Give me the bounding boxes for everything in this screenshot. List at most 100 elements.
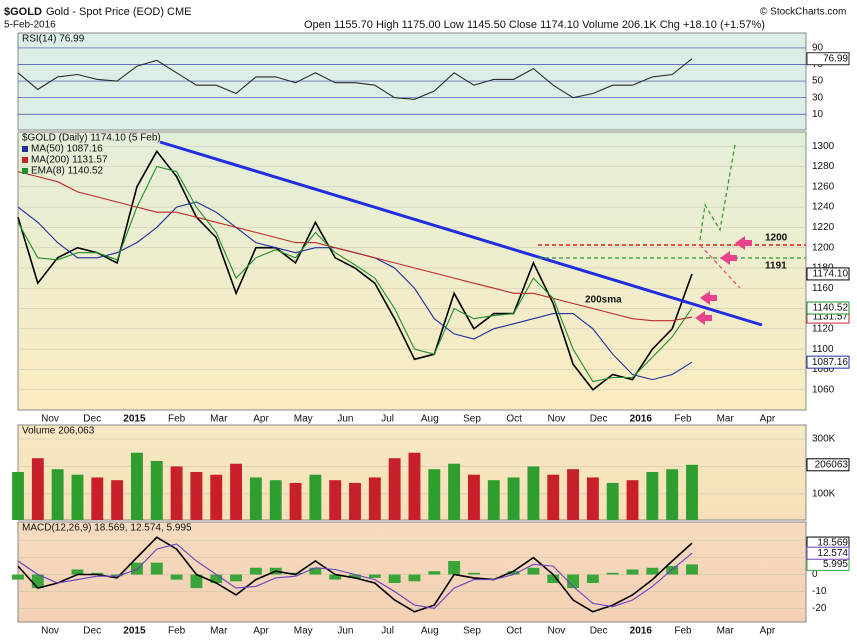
bar — [12, 574, 24, 580]
bar — [210, 574, 223, 584]
bar — [567, 574, 580, 589]
bar — [368, 574, 381, 578]
bar — [309, 567, 322, 575]
y-tick-label: -10 — [812, 586, 827, 597]
y-tick-label: 1220 — [812, 222, 835, 233]
value-tag — [806, 52, 850, 66]
y-tick-label: 1100 — [812, 344, 834, 355]
value-tag — [806, 355, 850, 369]
x-tick-label: Apr — [760, 626, 776, 637]
x-tick-label: Mar — [717, 626, 735, 637]
x-tick-label: 2015 — [123, 414, 146, 425]
y-tick-label: 1120 — [812, 323, 834, 334]
bar — [408, 574, 421, 582]
bar — [388, 458, 401, 520]
bar — [448, 463, 461, 520]
bar — [31, 574, 44, 589]
arrow — [695, 311, 712, 325]
x-tick-label: Mar — [210, 414, 228, 425]
value-tag-label: 1174.10 — [813, 269, 849, 280]
bar — [467, 572, 480, 575]
date: 5-Feb-2016 — [4, 20, 56, 31]
bar — [31, 458, 44, 520]
value-tag — [806, 267, 850, 281]
panel-title: $GOLD (Daily) 1174.10 (5 Feb) — [22, 133, 161, 144]
bar — [448, 560, 461, 575]
bar — [686, 564, 698, 575]
symbol: $GOLD — [4, 6, 42, 18]
value-tag — [806, 301, 850, 315]
bar — [547, 574, 560, 584]
bar — [111, 574, 124, 577]
bar — [170, 574, 183, 580]
y-tick-label: 1260 — [812, 181, 835, 192]
x-tick-label: Sep — [463, 626, 481, 637]
plots: 1030507090RSI(14) 76.9976.99106010801100… — [12, 34, 850, 637]
bar — [646, 567, 659, 575]
legend-swatch — [22, 168, 28, 174]
price-panel — [17, 131, 807, 411]
bar — [547, 474, 560, 520]
bar — [190, 471, 203, 520]
bar — [91, 477, 104, 520]
value-tag-label: 76.99 — [823, 53, 848, 64]
x-tick-label: Oct — [506, 414, 522, 425]
value-tag-label: 1087.16 — [812, 357, 849, 368]
x-tick-label: 2015 — [123, 626, 146, 637]
value-tag-label: 5.995 — [823, 559, 848, 570]
bar — [626, 480, 639, 520]
rsi-panel — [17, 32, 807, 131]
x-tick-label: Dec — [83, 414, 101, 425]
projection-down — [699, 244, 741, 289]
x-tick-label: Jul — [381, 414, 394, 425]
legend-entry: EMA(8) 1140.52 — [31, 166, 104, 177]
bar — [606, 482, 619, 520]
value-tag-label: 12.574 — [817, 548, 848, 559]
x-tick-label: May — [294, 414, 313, 425]
bar — [230, 574, 243, 582]
bar — [71, 474, 84, 520]
series-line — [17, 171, 693, 322]
panel-title: RSI(14) 76.99 — [22, 34, 85, 45]
y-tick-label: 1080 — [812, 364, 835, 375]
bar — [111, 480, 124, 520]
x-tick-label: Nov — [41, 414, 59, 425]
bar — [130, 562, 143, 575]
bar — [408, 452, 421, 520]
bar — [329, 480, 342, 520]
bar — [91, 572, 104, 575]
series-line — [17, 149, 693, 391]
legend-swatch — [22, 146, 28, 152]
arrow — [720, 251, 737, 265]
bar — [170, 466, 183, 520]
bar — [586, 477, 599, 520]
series-line — [17, 58, 693, 100]
bar — [368, 477, 381, 520]
bar — [71, 569, 84, 575]
bar — [626, 569, 639, 575]
bar — [12, 471, 24, 520]
bar — [487, 480, 500, 520]
x-tick-label: Nov — [548, 414, 566, 425]
x-tick-label: Oct — [506, 626, 522, 637]
arrow — [700, 291, 717, 305]
annotation: 1200 — [765, 233, 788, 244]
bar — [150, 562, 163, 575]
y-tick-label: 1240 — [812, 202, 835, 213]
bar — [289, 482, 302, 520]
bar — [269, 480, 282, 520]
y-tick-label: 1160 — [812, 283, 834, 294]
x-tick-label: Apr — [760, 414, 776, 425]
bar — [586, 574, 599, 584]
x-tick-label: Dec — [590, 626, 608, 637]
projection — [699, 144, 736, 241]
bar — [150, 460, 163, 520]
bar — [130, 452, 143, 520]
bar — [388, 574, 401, 584]
bar — [428, 469, 441, 520]
bar — [646, 471, 659, 520]
bar — [51, 469, 64, 520]
x-tick-label: Nov — [41, 626, 59, 637]
bar — [349, 574, 361, 578]
